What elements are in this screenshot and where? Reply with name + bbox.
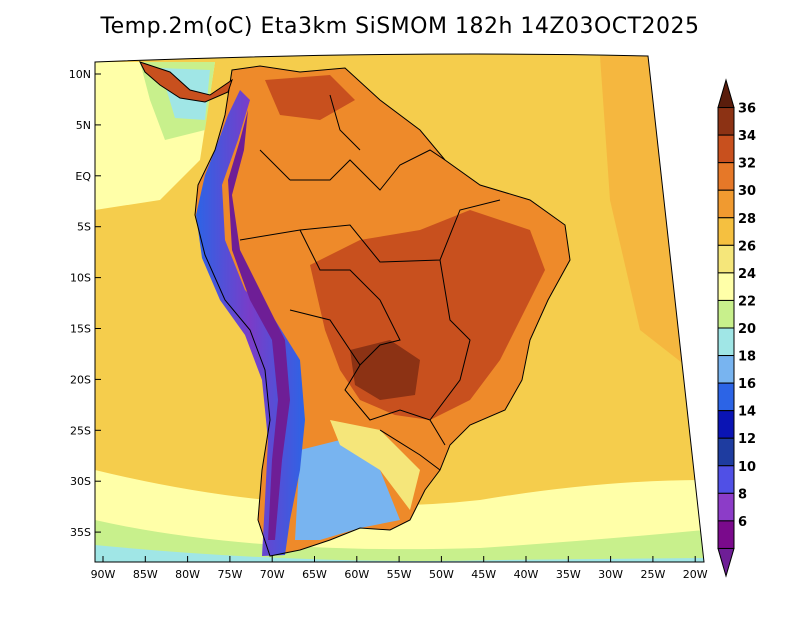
interior-hottest-zone <box>350 340 420 400</box>
lat-tick-label: 10S <box>70 272 91 285</box>
lat-tick-label: 20S <box>70 373 91 386</box>
colorbar-label: 10 <box>738 460 756 475</box>
colorbar-arrow-bottom <box>717 547 735 578</box>
central-america-outline <box>139 61 233 103</box>
colorbar-swatch <box>717 107 735 136</box>
lon-tick-label: 40W <box>514 568 539 581</box>
map-title: Temp.2m(oC) Eta3km SiSMOM 182h 14Z03OCT2… <box>100 14 700 39</box>
colorbar-label: 24 <box>738 267 756 282</box>
colorbar-label: 6 <box>738 515 747 530</box>
lon-tick-label: 70W <box>260 568 285 581</box>
colorbar-swatch <box>717 244 735 274</box>
lon-tick-label: 65W <box>302 568 327 581</box>
longitude-axis: 90W 85W 80W 75W 70W 65W 60W 55W 50W 45W 40W 35W 30W 2… <box>91 556 708 581</box>
lon-tick-label: 35W <box>556 568 581 581</box>
colorbar-label: 28 <box>738 212 756 227</box>
colorbar-arrow-top <box>717 78 735 109</box>
colorbar-label: 22 <box>738 294 756 309</box>
map-frame <box>94 53 705 563</box>
lon-tick-label: 30W <box>598 568 623 581</box>
colorbar-swatch <box>717 465 735 494</box>
northern-hot-zone <box>265 75 355 120</box>
lon-tick-label: 75W <box>217 568 242 581</box>
pampas-cool-zone <box>295 440 400 540</box>
colorbar-label: 8 <box>738 487 747 502</box>
colorbar-swatch <box>717 437 735 467</box>
colorbar-label: 14 <box>738 405 756 420</box>
lat-tick-label: 30S <box>70 475 91 488</box>
colorbar-label: 36 <box>738 102 756 117</box>
lon-tick-label: 55W <box>387 568 412 581</box>
lon-tick-label: 20W <box>683 568 708 581</box>
lon-tick-label: 80W <box>175 568 200 581</box>
lon-tick-label: 45W <box>471 568 496 581</box>
colorbar-label: 34 <box>738 129 756 144</box>
colorbar-swatch <box>717 134 735 164</box>
country-borders <box>239 94 501 471</box>
continent-outline <box>194 65 571 557</box>
colorbar-swatch <box>717 492 735 522</box>
colorbar-label: 32 <box>738 157 756 172</box>
colorbar-swatch <box>717 217 735 246</box>
map-domain <box>95 54 704 562</box>
lon-tick-label: 60W <box>344 568 369 581</box>
colorbar-label: 16 <box>738 377 756 392</box>
colorbar-swatch <box>717 162 735 191</box>
lat-tick-label: 5N <box>76 119 91 132</box>
colorbar-label: 30 <box>738 184 756 199</box>
latitude-axis: 10N 5N EQ 5S 10S 15S 20S 25S 30S 35S <box>69 68 101 539</box>
lon-tick-label: 50W <box>429 568 454 581</box>
colorbar-swatch <box>717 382 735 412</box>
lon-tick-label: 90W <box>91 568 116 581</box>
colorbar-label: 18 <box>738 350 756 365</box>
colorbar-swatch <box>717 327 735 357</box>
south-ocean-coldest <box>95 545 704 562</box>
colorbar-label: 20 <box>738 322 756 337</box>
lon-tick-label: 25W <box>640 568 665 581</box>
lat-tick-label: 15S <box>70 323 91 336</box>
colorbar-swatch <box>717 410 735 439</box>
colorbar-label: 12 <box>738 432 756 447</box>
temperature-colorbar: 36 34 32 30 28 26 24 22 20 18 16 14 12 10 8 6 <box>717 78 756 578</box>
colorbar-swatch <box>717 272 735 301</box>
colorbar-swatch <box>717 299 735 329</box>
south-ocean-cooler <box>95 520 704 562</box>
colorbar-swatch <box>717 355 735 384</box>
colorbar-label: 26 <box>738 239 756 254</box>
lat-tick-label: 5S <box>77 221 91 234</box>
colorbar-swatch <box>717 189 735 219</box>
lat-tick-label: 10N <box>69 68 91 81</box>
lat-tick-label: 35S <box>70 526 91 539</box>
lat-tick-label: EQ <box>75 170 91 183</box>
colorbar-swatch <box>717 520 735 549</box>
lon-tick-label: 85W <box>133 568 158 581</box>
pampas-mild-zone <box>330 420 420 510</box>
lat-tick-label: 25S <box>70 424 91 437</box>
